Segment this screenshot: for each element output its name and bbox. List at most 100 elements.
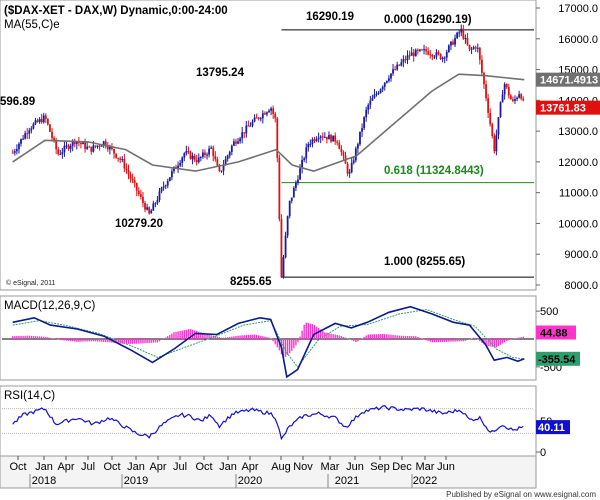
candle-body [24, 133, 27, 139]
candle-body [357, 144, 359, 149]
candle-body [183, 153, 186, 158]
candle-body [406, 55, 409, 61]
candle-body [13, 151, 16, 153]
candle-body [431, 54, 434, 57]
month-tick-label: Jul [173, 461, 187, 473]
candle-body [65, 145, 68, 147]
footer-text: Published by eSignal on www.esignal.com [446, 490, 596, 499]
candle-body [51, 131, 53, 138]
year-label: 2020 [238, 475, 262, 487]
candle-body [251, 121, 254, 126]
year-label: 2021 [335, 475, 359, 487]
candle-body [280, 219, 283, 278]
candle-body [429, 54, 432, 56]
candle-body [36, 120, 39, 122]
candle-body [135, 182, 138, 191]
candle-body [313, 139, 316, 141]
month-tick-label: Apr [57, 461, 74, 473]
candle-body [514, 99, 516, 101]
candle-body [261, 113, 264, 119]
ma-price-tag [536, 72, 600, 87]
candle-body [481, 59, 483, 73]
year-label: 2018 [32, 475, 56, 487]
candle-body [377, 92, 380, 94]
price-tick-label: 16000.0 [558, 34, 598, 46]
candle-body [214, 156, 217, 160]
candle-body [197, 157, 200, 163]
candle-body [104, 141, 107, 147]
candle-body [94, 145, 97, 147]
month-tick-label: Dec [392, 461, 412, 473]
candle-body [286, 216, 289, 236]
candle-body [115, 153, 117, 158]
candle-body [201, 152, 204, 157]
candle-body [276, 118, 279, 158]
candle-body [284, 235, 287, 258]
month-tick-label: Jun [437, 461, 455, 473]
candle-body [452, 41, 454, 45]
candle-body [303, 158, 306, 160]
candle-body [67, 145, 70, 149]
candle-body [216, 159, 219, 166]
candle-body [487, 98, 490, 113]
candle-body [226, 155, 229, 160]
candle-body [111, 146, 113, 150]
candle-body [46, 118, 49, 125]
candle-body [410, 52, 413, 56]
candle-body [224, 159, 227, 166]
candle-body [239, 138, 241, 142]
month-tick-label: Mar [416, 461, 435, 473]
candle-body [84, 142, 86, 149]
candle-body [509, 95, 512, 100]
candle-body [49, 124, 51, 132]
candle-body [299, 168, 301, 180]
candle-body [456, 32, 459, 39]
candle-body [390, 73, 392, 79]
candle-body [404, 59, 407, 61]
candle-body [98, 145, 101, 147]
candle-body [28, 130, 31, 134]
candle-body [437, 52, 440, 54]
candle-body [476, 47, 479, 49]
candle-body [121, 159, 124, 161]
candle-body [439, 53, 442, 60]
candle-body [90, 146, 93, 152]
candle-body [292, 187, 295, 198]
candle-body [20, 138, 22, 144]
candle-body [522, 98, 525, 101]
candle-body [288, 200, 291, 217]
annotation-high-2021: 16290.19 [306, 11, 354, 23]
candle-body [425, 49, 428, 52]
rsi-label: RSI(14,C) [4, 390, 55, 402]
candle-body [71, 140, 74, 146]
candle-body [253, 117, 256, 122]
candle-body [400, 62, 403, 66]
month-tick-label: Jan [127, 461, 145, 473]
candle-body [61, 152, 64, 155]
candle-body [30, 128, 33, 131]
last-price-tag [536, 100, 600, 115]
candle-body [485, 84, 487, 99]
candle-body [15, 149, 18, 152]
candle-body [363, 117, 366, 129]
candle-body [208, 148, 210, 155]
candle-body [340, 149, 343, 153]
candle-body [92, 145, 95, 152]
candle-body [512, 99, 514, 101]
candle-body [18, 143, 20, 150]
candle-body [210, 147, 213, 149]
candle-body [328, 135, 330, 140]
candle-body [193, 155, 196, 161]
candle-body [268, 110, 270, 113]
candle-body [501, 94, 504, 103]
candle-body [156, 200, 159, 204]
candle-body [464, 37, 467, 39]
candle-body [137, 190, 140, 195]
candle-body [317, 137, 320, 140]
candle-body [396, 64, 399, 70]
candle-body [241, 132, 244, 139]
candle-body [191, 155, 194, 159]
candle-body [53, 137, 55, 141]
candle-body [108, 146, 111, 150]
